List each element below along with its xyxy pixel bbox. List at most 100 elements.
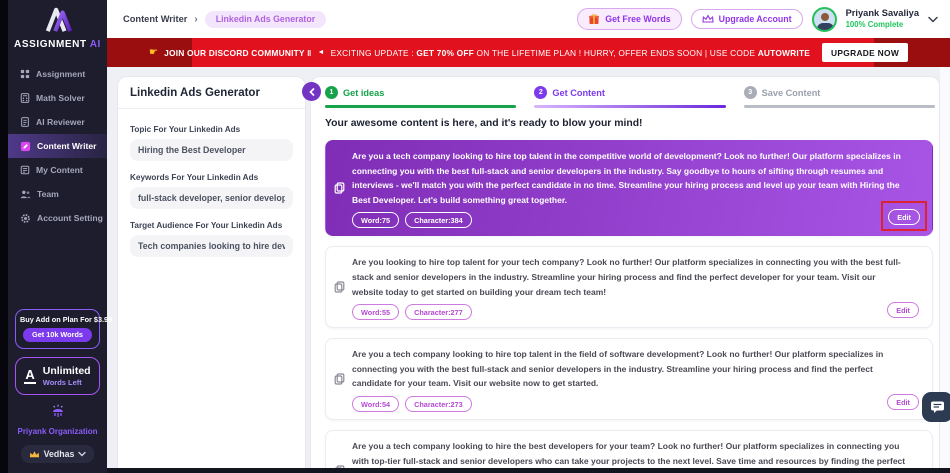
result-card[interactable]: Are you looking to hire top talent for y… [325, 246, 933, 329]
offer-text-prefix: EXCITING UPDATE : [330, 47, 417, 58]
back-button[interactable] [302, 82, 321, 101]
audience-input[interactable] [130, 235, 293, 257]
user-name: Priyank Savaliya [845, 8, 919, 19]
result-card-selected[interactable]: Are you a tech company looking to hire t… [325, 140, 933, 237]
sidebar-item-label: Assignment [36, 69, 86, 79]
addon-plan-box: Buy Add on Plan For $3.99 Get 10k Words [15, 308, 112, 349]
promo-code: AUTOWRITE [757, 47, 811, 58]
organization-name: Priyank Organization [17, 427, 98, 436]
discord-banner-text: JOIN OUR DISCORD COMMUNITY ‖ [164, 47, 312, 58]
sidebar-item-team[interactable]: Team [8, 182, 107, 206]
sidebar-item-ai-reviewer[interactable]: AI Reviewer [8, 110, 107, 134]
brand-name-text: ASSIGNMENT [14, 39, 87, 50]
left-edge-strip [0, 0, 8, 473]
chat-widget-button[interactable] [922, 392, 950, 422]
upgrade-now-button[interactable]: UPGRADE NOW [822, 43, 909, 62]
breadcrumb-current: Linkedin Ads Generator [204, 10, 327, 28]
chevron-left-icon [308, 87, 314, 96]
organization-icon [52, 404, 63, 417]
organization-block: Priyank Organization [17, 404, 98, 436]
step-get-content[interactable]: 2 Get Content [534, 86, 726, 108]
sidebar-item-label: Team [37, 189, 59, 199]
plan-logo-letter: A [24, 367, 36, 385]
copy-icon[interactable] [334, 257, 345, 320]
promo-banner-band [192, 38, 874, 67]
topic-input[interactable] [130, 139, 293, 161]
user-meta: Priyank Savaliya 100% Complete [846, 8, 919, 29]
left-arrow-icon: ◄ [317, 49, 325, 56]
result-meta: Word:54 Character:273 [352, 396, 922, 413]
document-icon [21, 117, 29, 127]
edit-button[interactable]: Edit [887, 394, 919, 411]
edit-highlight-annotation: Edit [881, 200, 927, 232]
character-count-badge: Character:273 [405, 396, 472, 413]
step-progress-bar [743, 105, 935, 108]
result-card[interactable]: Are you a tech company looking to hire t… [325, 338, 933, 421]
crown-icon [29, 450, 39, 457]
workspace-switcher[interactable]: Vedhas [20, 445, 95, 463]
audience-field-label: Target Audience For Your Linkedin Ads [130, 221, 283, 230]
scrollbar-gutter[interactable] [940, 67, 950, 468]
step-save-content[interactable]: 3 Save Content [743, 86, 935, 108]
copy-icon[interactable] [334, 151, 345, 228]
result-meta: Word:55 Character:277 [352, 304, 922, 321]
sidebar-item-content-writer[interactable]: Content Writer [8, 134, 107, 158]
form-body: Topic For Your Linkedin Ads Keywords For… [118, 109, 305, 261]
sidebar-item-assignment[interactable]: Assignment [8, 62, 107, 86]
breadcrumb-separator-icon: › [194, 13, 198, 25]
form-title: Linkedin Ads Generator [118, 77, 305, 109]
edit-button[interactable]: Edit [887, 302, 919, 319]
avatar-head [821, 12, 830, 21]
edit-button[interactable]: Edit [888, 209, 920, 226]
breadcrumb-root[interactable]: Content Writer [123, 14, 188, 24]
results-list: Are you a tech company looking to hire t… [325, 140, 933, 473]
result-card[interactable]: Are you a tech company looking to hire t… [325, 430, 933, 473]
plan-subtitle: Words Left [42, 378, 82, 387]
crown-icon [701, 14, 714, 23]
upgrade-account-button[interactable]: Upgrade Account [690, 9, 803, 29]
result-text: Are you looking to hire top talent for y… [352, 257, 901, 297]
plan-title: Unlimited [42, 365, 91, 377]
keywords-field-label: Keywords For Your Linkedin Ads [130, 173, 259, 182]
step-get-ideas[interactable]: 1 Get ideas [325, 86, 517, 108]
sidebar-item-account-setting[interactable]: Account Setting [8, 206, 107, 230]
plan-status-box: A Unlimited Words Left [15, 357, 100, 395]
bottom-edge-strip [107, 468, 950, 473]
user-avatar[interactable] [811, 6, 837, 32]
sidebar-item-label: My Content [36, 165, 83, 175]
sidebar-item-my-content[interactable]: My Content [8, 158, 107, 182]
get-words-button[interactable]: Get 10k Words [23, 327, 92, 342]
pointing-hand-icon: ☛ [148, 47, 159, 58]
stepper: 1 Get ideas 2 Get Content 3 Save Content [311, 77, 939, 108]
sidebar-nav: Assignment Math Solver AI Review [8, 62, 107, 230]
step-progress-bar [534, 105, 726, 108]
get-free-words-button[interactable]: Get Free Words [577, 8, 682, 30]
word-count-badge: Word:75 [352, 212, 400, 229]
content-board-icon [20, 165, 30, 175]
step-label: Get Content [552, 87, 605, 98]
keywords-input[interactable] [130, 187, 293, 209]
step-label: Get ideas [343, 87, 385, 98]
chat-bubble-icon [931, 401, 944, 413]
result-text: Are you a tech company looking to hire t… [352, 349, 884, 389]
user-profile-status: 100% Complete [845, 19, 904, 29]
sidebar-item-math-solver[interactable]: Math Solver [8, 86, 107, 110]
result-text: Are you a tech company looking to hire t… [352, 151, 901, 205]
step-number-badge: 1 [325, 86, 338, 99]
copy-icon[interactable] [334, 349, 345, 412]
step-number-badge: 2 [534, 86, 548, 99]
brand-logo: ASSIGNMENT AI [8, 0, 107, 50]
sidebar-item-label: AI Reviewer [36, 117, 85, 127]
calculator-icon [20, 93, 30, 103]
gear-icon [21, 213, 30, 223]
character-count-badge: Character:277 [405, 304, 472, 321]
chevron-down-icon[interactable] [928, 16, 938, 23]
result-body: Are you a tech company looking to hire t… [352, 347, 922, 413]
result-meta: Word:75 Character:384 [352, 212, 922, 229]
step-label: Save Content [761, 87, 821, 98]
word-count-badge: Word:55 [352, 304, 400, 321]
sidebar-item-label: Content Writer [37, 141, 97, 151]
pencil-square-icon [20, 141, 31, 151]
workspace-name: Vedhas [43, 449, 75, 459]
